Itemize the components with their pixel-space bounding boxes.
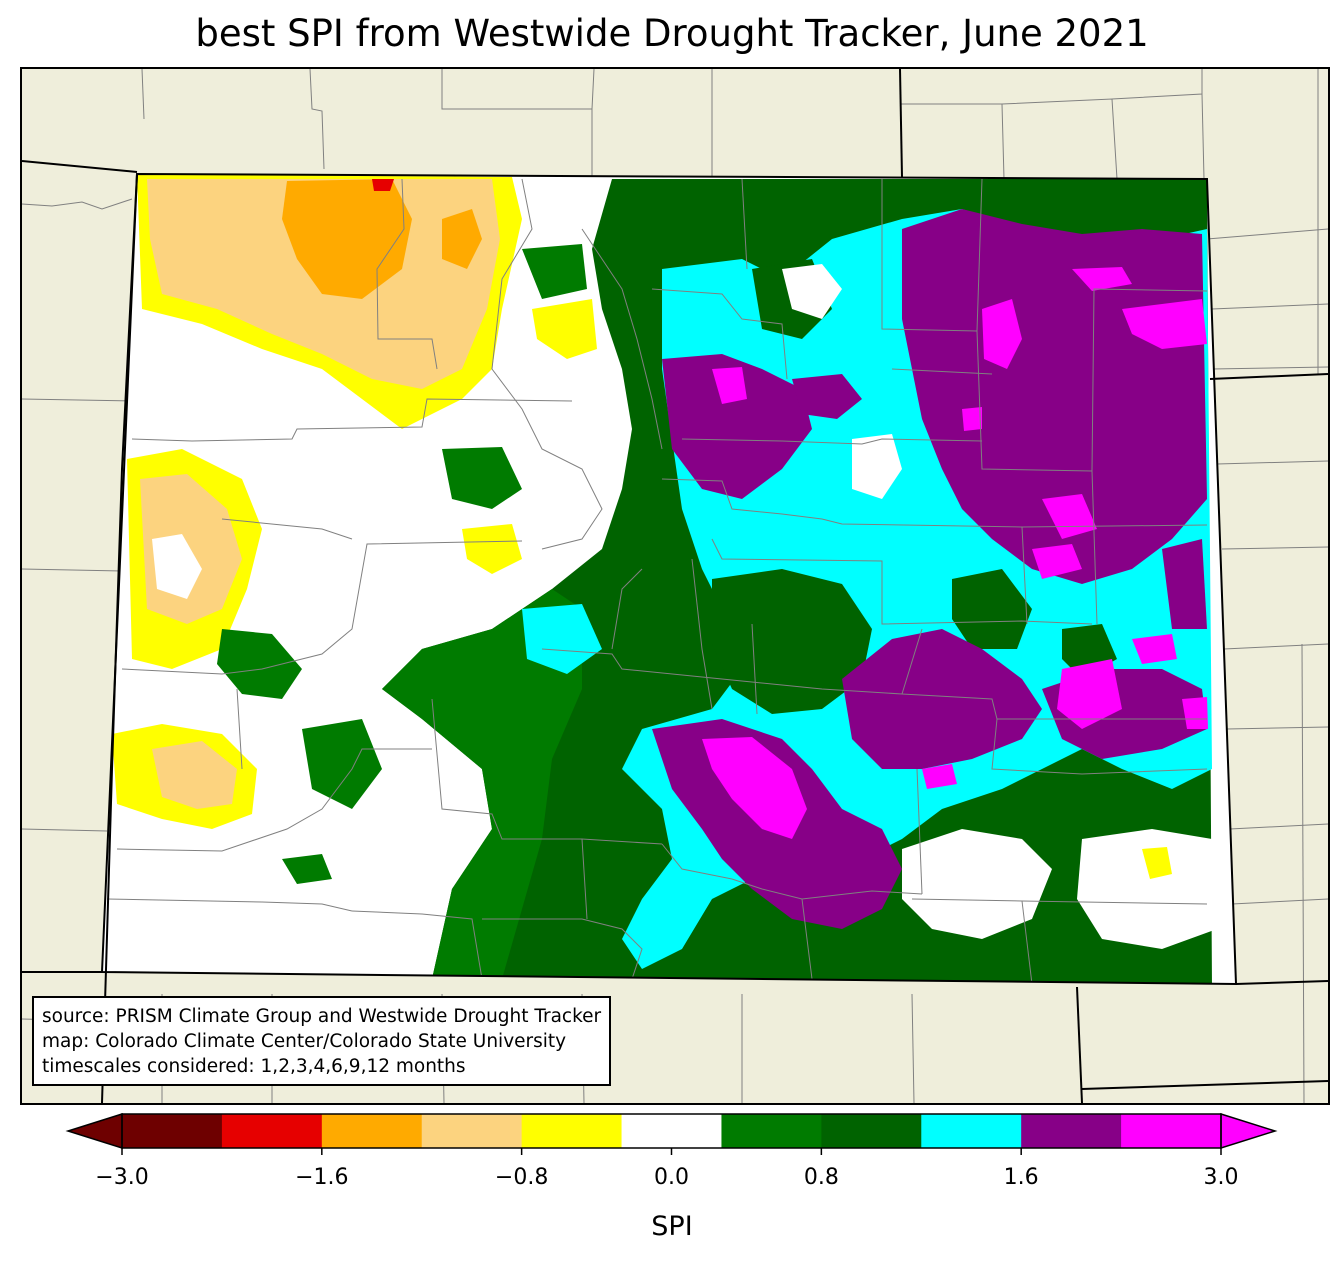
colorbar-bin (821, 1114, 922, 1148)
county-lines (106, 178, 1208, 984)
spi-colorbar: −3.0 −1.6 −0.8 0.0 0.8 1.6 3.0 SPI (65, 1112, 1278, 1242)
colorbar-bin (521, 1114, 623, 1148)
colorbar-tick-label: 1.6 (1004, 1165, 1039, 1190)
colorbar-ticks: −3.0 −1.6 −0.8 0.0 0.8 1.6 3.0 (95, 1148, 1239, 1190)
colorbar-bin (421, 1114, 523, 1148)
colorbar-bin (621, 1114, 722, 1148)
source-legend-box: source: PRISM Climate Group and Westwide… (32, 996, 612, 1086)
colorbar-tick-label: −0.8 (495, 1165, 548, 1190)
spi-map (22, 69, 1328, 1103)
spi-contours (112, 174, 1217, 984)
map-title: best SPI from Westwide Drought Tracker, … (195, 12, 1149, 55)
state-borders (22, 69, 1328, 1103)
colorbar-tick-label: −1.6 (295, 1165, 348, 1190)
colorbar-high-extension (1220, 1112, 1278, 1150)
source-line-2: map: Colorado Climate Center/Colorado St… (42, 1031, 567, 1052)
colorbar-bin (221, 1114, 323, 1148)
neighbor-county-lines (22, 69, 1328, 1103)
colorbar-bin (122, 1114, 223, 1148)
colorbar-bin (321, 1114, 423, 1148)
colorbar-bin (721, 1114, 822, 1148)
colorbar-tick-label: 0.8 (804, 1165, 839, 1190)
colorbar-bin (921, 1114, 1022, 1148)
source-line-3: timescales considered: 1,2,3,4,6,9,12 mo… (42, 1056, 466, 1077)
colorbar-label: SPI (651, 1211, 692, 1242)
colorbar-tick-label: 0.0 (654, 1165, 689, 1190)
colorbar-bin (1121, 1114, 1222, 1148)
map-frame: source: PRISM Climate Group and Westwide… (20, 67, 1330, 1105)
colorbar-bins (122, 1114, 1222, 1148)
colorbar-tick-label: 3.0 (1204, 1165, 1239, 1190)
source-line-1: source: PRISM Climate Group and Westwide… (42, 1006, 602, 1027)
colorbar-bin (1021, 1114, 1122, 1148)
colorbar-low-extension (65, 1112, 123, 1150)
colorbar-tick-label: −3.0 (95, 1165, 148, 1190)
